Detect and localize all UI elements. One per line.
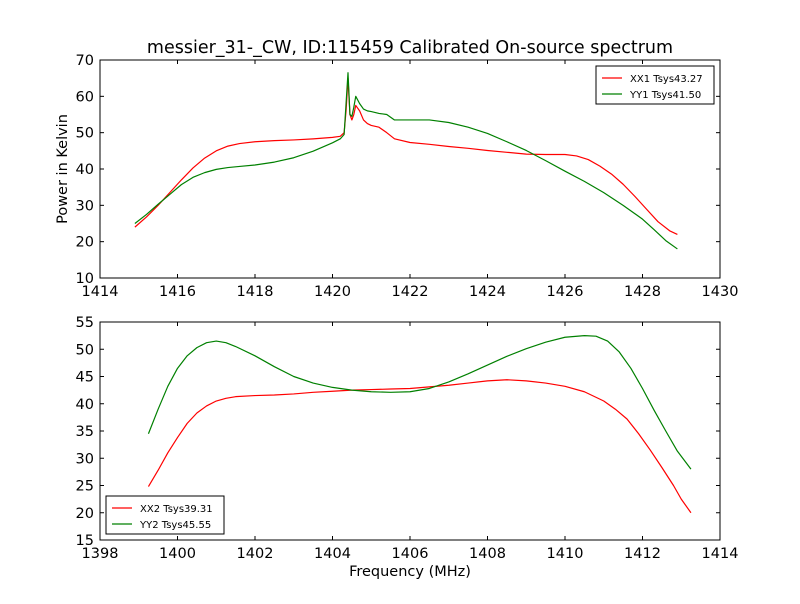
y-tick-label: 30 xyxy=(76,198,94,214)
x-tick-label: 1400 xyxy=(159,546,196,562)
legend-box xyxy=(105,495,225,535)
legend: XX2 Tsys39.31 YY2 Tsys45.55 xyxy=(105,495,225,535)
top-spectrum-plot: 1414 1416 1418 1420 1422 1424 1426 1428 1430 10 20… xyxy=(76,53,739,300)
x-tick-label: 1398 xyxy=(82,546,119,562)
y-tick-label: 25 xyxy=(76,479,94,495)
legend-label: YY1 Tsys41.50 xyxy=(629,90,701,101)
x-tick-label: 1430 xyxy=(702,284,739,300)
bottom-spectrum-plot: 1398 1400 1402 1404 1406 1408 1410 1412 1414 15 20… xyxy=(76,315,739,562)
x-tick-label: 1408 xyxy=(469,546,506,562)
y-tick-label: 20 xyxy=(76,235,94,251)
y-tick-label: 15 xyxy=(76,533,94,549)
x-tick-label: 1418 xyxy=(237,284,274,300)
y-tick-label: 30 xyxy=(76,451,94,467)
y-tick-label: 40 xyxy=(76,162,94,178)
y-tick-label: 55 xyxy=(76,315,94,331)
x-tick-label: 1416 xyxy=(159,284,196,300)
x-axis-label: Frequency (MHz) xyxy=(349,564,471,580)
x-tick-label: 1420 xyxy=(314,284,351,300)
series-line-1-2 xyxy=(134,72,678,250)
x-tick-label: 1402 xyxy=(237,546,274,562)
y-tick-label: 50 xyxy=(76,342,94,358)
legend-box xyxy=(595,65,715,105)
y-tick-label: 10 xyxy=(76,271,94,287)
x-tick-label: 1428 xyxy=(624,284,661,300)
x-tick-label: 1422 xyxy=(392,284,429,300)
legend-label: XX2 Tsys39.31 xyxy=(140,504,213,515)
y-tick-label: 45 xyxy=(76,370,94,386)
y-tick-label: 40 xyxy=(76,397,94,413)
series-line-1-1 xyxy=(134,77,678,235)
series-line-2-2 xyxy=(147,335,692,470)
x-tick-label: 1426 xyxy=(547,284,584,300)
figure-title: messier_31-_CW, ID:115459 Calibrated On-… xyxy=(147,38,673,58)
y-tick-label: 70 xyxy=(76,53,94,69)
y-tick-label: 35 xyxy=(76,424,94,440)
series-line-2-1 xyxy=(147,379,692,514)
x-tick-label: 1406 xyxy=(392,546,429,562)
x-tick-label: 1404 xyxy=(314,546,351,562)
legend: XX1 Tsys43.27 YY1 Tsys41.50 xyxy=(595,65,715,105)
x-tick-label: 1414 xyxy=(702,546,739,562)
y-axis-label: Power in Kelvin xyxy=(55,114,71,224)
legend-label: YY2 Tsys45.55 xyxy=(139,520,211,531)
x-tick-label: 1424 xyxy=(469,284,506,300)
x-tick-label: 1410 xyxy=(547,546,584,562)
legend-label: XX1 Tsys43.27 xyxy=(630,74,703,85)
y-tick-label: 50 xyxy=(76,126,94,142)
y-tick-label: 60 xyxy=(76,89,94,105)
x-tick-label: 1414 xyxy=(82,284,119,300)
y-tick-label: 20 xyxy=(76,506,94,522)
x-tick-label: 1412 xyxy=(624,546,661,562)
